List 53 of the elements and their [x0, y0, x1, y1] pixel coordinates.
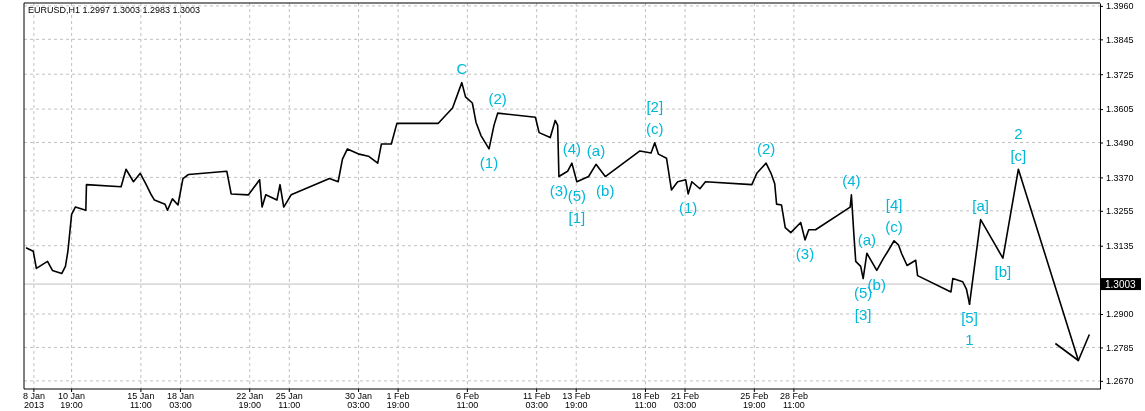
annotation: (3) [795, 245, 815, 263]
annotation: [c] [1010, 146, 1027, 164]
y-tick-label: 1.2900 [1106, 309, 1134, 320]
x-tick-label: 6 Feb 11:00 [455, 391, 479, 411]
annotation: C [456, 59, 468, 77]
y-tick-label: 1.3490 [1106, 137, 1134, 148]
chart-title: EURUSD,H1 1.2997 1.3003 1.2983 1.3003 [28, 5, 201, 15]
annotation: (a) [857, 230, 877, 248]
x-tick-label: 30 Jan 03:00 [345, 391, 373, 411]
y-tick-label: 1.3605 [1106, 104, 1134, 115]
x-tick-label: 21 Feb 03:00 [671, 391, 700, 411]
x-tick-label: 8 Jan 2013 [22, 391, 45, 411]
annotation: (a) [586, 141, 606, 159]
annotation: (c) [885, 218, 903, 236]
y-tick-label: 1.3845 [1106, 34, 1134, 45]
x-tick-label: 1 Feb 19:00 [386, 391, 410, 411]
x-tick-label: 25 Feb 19:00 [740, 391, 769, 411]
y-tick-label: 1.3135 [1106, 241, 1134, 252]
annotation: [1] [568, 209, 586, 227]
x-tick-label: 11 Feb 03:00 [522, 391, 551, 411]
annotation: 2 [1014, 124, 1023, 142]
annotation: (1) [479, 154, 499, 172]
x-tick-label: 13 Feb 19:00 [562, 391, 591, 411]
y-tick-label: 1.3725 [1106, 69, 1134, 80]
x-tick-label: 10 Jan 19:00 [58, 391, 86, 411]
ref-line-label: 1.3003 [1105, 279, 1137, 291]
annotation: [4] [885, 196, 903, 214]
y-tick-label: 1.3370 [1106, 172, 1134, 183]
y-tick-label: 1.3255 [1106, 206, 1134, 217]
x-tick-label: 18 Jan 03:00 [166, 391, 194, 411]
annotation: (2) [488, 90, 507, 108]
annotation: [b] [994, 263, 1012, 281]
x-tick-label: 25 Jan 11:00 [275, 391, 303, 411]
annotation: (4) [842, 172, 861, 190]
y-tick-label: 1.2785 [1106, 342, 1134, 353]
annotation: (c) [646, 120, 664, 138]
x-tick-label: 22 Jan 19:00 [236, 391, 264, 411]
annotation: (1) [678, 199, 698, 217]
annotation: (5) [567, 187, 587, 205]
y-tick-label: 1.2670 [1106, 376, 1134, 387]
annotation: (3) [549, 181, 569, 199]
annotation: (4) [562, 140, 582, 158]
x-tick-label: 18 Feb 11:00 [631, 391, 660, 411]
annotation: [a] [972, 196, 989, 214]
annotation: [2] [646, 98, 664, 116]
y-tick-label: 1.3960 [1106, 1, 1134, 12]
annotation: (2) [756, 140, 776, 158]
x-tick-label: 15 Jan 11:00 [127, 391, 155, 411]
annotation: [5] [961, 309, 978, 327]
annotation: 1 [965, 331, 974, 349]
annotation: (b) [596, 181, 615, 199]
annotation: [3] [854, 305, 872, 323]
x-tick-label: 28 Feb 11:00 [779, 391, 808, 411]
